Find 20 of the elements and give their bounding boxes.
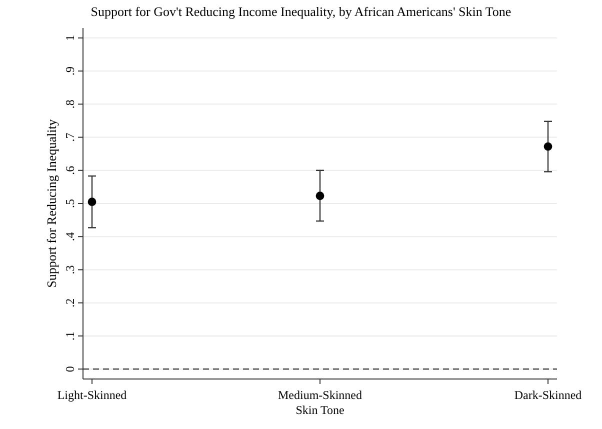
point [88,198,96,206]
y-axis-title: Support for Reducing Inequality [44,118,59,288]
y-tick-label: .4 [63,232,77,242]
y-tick-label: .5 [63,199,77,208]
x-tick-label: Dark-Skinned [514,388,582,402]
y-tick-label: .1 [63,331,77,340]
point [316,192,324,200]
y-tick-label: .2 [63,298,77,308]
y-tick-label: .8 [63,100,77,109]
x-tick-label: Medium-Skinned [278,388,362,402]
y-tick-label: 0 [63,366,77,372]
chart-title: Support for Gov't Reducing Income Inequality, by African Americans' Skin Tone [90,4,512,19]
point [544,142,552,151]
y-tick-label: .7 [63,132,77,142]
y-tick-label: 1 [63,34,77,41]
y-tick-label: .3 [63,265,77,274]
x-tick-label: Light-Skinned [57,388,127,402]
x-axis-title: Skin Tone [296,403,344,417]
y-tick-label: .9 [63,66,77,76]
y-tick-label: .6 [63,166,77,175]
